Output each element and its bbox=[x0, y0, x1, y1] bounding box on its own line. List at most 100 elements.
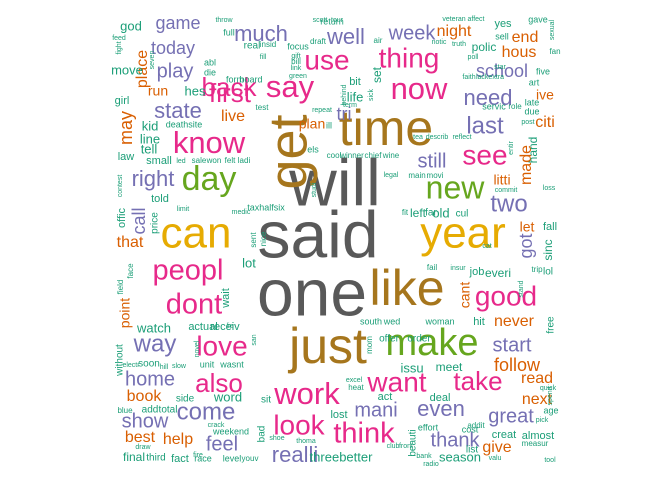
word-abl: abl bbox=[204, 57, 216, 67]
word-cat: cat bbox=[482, 243, 491, 250]
word-polic: polic bbox=[472, 40, 497, 54]
word-place: place bbox=[134, 50, 151, 88]
word-novel: novel bbox=[194, 340, 201, 357]
word-point: point bbox=[117, 298, 133, 328]
word-god: god bbox=[120, 18, 142, 33]
word-draft: draft bbox=[310, 37, 327, 46]
word-feel: feel bbox=[206, 433, 238, 455]
word-notic: notic bbox=[432, 39, 447, 46]
word-studi: studi bbox=[311, 182, 318, 197]
word-peopl: peopl bbox=[153, 255, 224, 287]
word-winner: winner bbox=[339, 151, 364, 160]
word-hes: hes bbox=[185, 83, 206, 98]
word-right: right bbox=[132, 166, 175, 191]
word-know: know bbox=[173, 125, 246, 160]
word-cant: cant bbox=[457, 282, 473, 309]
word-insid: insid bbox=[260, 40, 276, 49]
word-test: test bbox=[256, 103, 270, 112]
word-focus: focus bbox=[287, 41, 309, 51]
word-read: read bbox=[521, 370, 553, 387]
word-sell: sell bbox=[495, 31, 509, 41]
word-help: help bbox=[163, 431, 193, 448]
word-hand: hand bbox=[526, 137, 540, 164]
word-sale: sale bbox=[192, 156, 207, 165]
word-feed: feed bbox=[112, 35, 126, 42]
word-far: far bbox=[425, 208, 437, 219]
word-chief: chief bbox=[365, 151, 383, 160]
word-gave: gave bbox=[528, 14, 548, 24]
word-fact: fact bbox=[171, 453, 189, 465]
word-full: full bbox=[223, 27, 235, 37]
word-may: may bbox=[116, 111, 136, 145]
word-behind: behind bbox=[341, 84, 348, 105]
word-medic: medic bbox=[232, 209, 251, 216]
word-new: new bbox=[426, 169, 486, 205]
word-run: run bbox=[148, 83, 168, 99]
word-act: act bbox=[378, 391, 393, 403]
word-measur: measur bbox=[522, 439, 549, 448]
word-side: side bbox=[176, 394, 195, 405]
word-watch: watch bbox=[136, 320, 171, 335]
word-let: let bbox=[520, 219, 535, 235]
word-race: race bbox=[194, 453, 212, 463]
word-make: make bbox=[386, 322, 479, 364]
word-spend: spend bbox=[547, 386, 554, 405]
word-wasnt: wasnt bbox=[219, 359, 244, 369]
word-repeat: repeat bbox=[312, 107, 332, 114]
word-wait: wait bbox=[220, 288, 232, 309]
word-night: night bbox=[437, 23, 472, 40]
word-best: best bbox=[125, 429, 156, 446]
word-san: san bbox=[251, 334, 258, 345]
word-term: term bbox=[343, 102, 357, 109]
word-see: see bbox=[462, 139, 507, 170]
word-fail: fail bbox=[427, 263, 437, 272]
word-five: five bbox=[536, 66, 550, 76]
word-good: good bbox=[475, 280, 537, 311]
word-never: never bbox=[494, 313, 535, 330]
word-dont: dont bbox=[166, 289, 222, 321]
word-star: star bbox=[494, 64, 506, 71]
word-cul: cul bbox=[456, 209, 469, 220]
word-fan: fan bbox=[549, 47, 560, 56]
word-yes: yes bbox=[494, 18, 512, 30]
word-made: made bbox=[518, 145, 535, 185]
word-pick: pick bbox=[536, 417, 549, 424]
word-role: role bbox=[508, 102, 522, 111]
word-poll: poll bbox=[468, 54, 479, 61]
word-sit: sit bbox=[261, 395, 271, 406]
word-call: call bbox=[129, 207, 149, 234]
word-one: one bbox=[257, 255, 367, 329]
word-can: can bbox=[161, 209, 232, 258]
word-end: end bbox=[512, 29, 539, 46]
word-quick: quick bbox=[540, 385, 557, 392]
word-felt: felt bbox=[225, 156, 236, 165]
word-scott: scott bbox=[313, 17, 328, 24]
word-said: said bbox=[257, 197, 378, 271]
word-got: got bbox=[516, 233, 536, 258]
word-electr: electr bbox=[122, 362, 140, 369]
word-litti: litti bbox=[493, 172, 510, 188]
word-year: year bbox=[420, 209, 506, 258]
word-time: time bbox=[339, 100, 433, 156]
word-hill: hill bbox=[160, 364, 169, 371]
word-tri: tri bbox=[337, 104, 352, 124]
word-due: due bbox=[524, 106, 539, 116]
word-set: set bbox=[370, 66, 384, 83]
word-will: will bbox=[288, 145, 381, 219]
word-now: now bbox=[391, 71, 448, 106]
word-veteran: veteran bbox=[442, 16, 465, 23]
word-final: final bbox=[123, 450, 145, 464]
word-thank: thank bbox=[431, 429, 481, 451]
word-slow: slow bbox=[172, 363, 187, 370]
word-tea: tea bbox=[413, 134, 423, 141]
word-contest: contest bbox=[117, 175, 124, 198]
word-tool: tool bbox=[544, 457, 556, 464]
word-deathsite: deathsite bbox=[166, 119, 203, 129]
word-face: face bbox=[126, 263, 135, 279]
word-bank: bank bbox=[416, 453, 432, 460]
word-wine: wine bbox=[382, 151, 400, 160]
word-weekend: weekend bbox=[212, 426, 249, 436]
word-beauti: beauti bbox=[408, 429, 419, 456]
word-woman: woman bbox=[424, 316, 454, 326]
word-lackextra: lackextra bbox=[476, 74, 504, 81]
